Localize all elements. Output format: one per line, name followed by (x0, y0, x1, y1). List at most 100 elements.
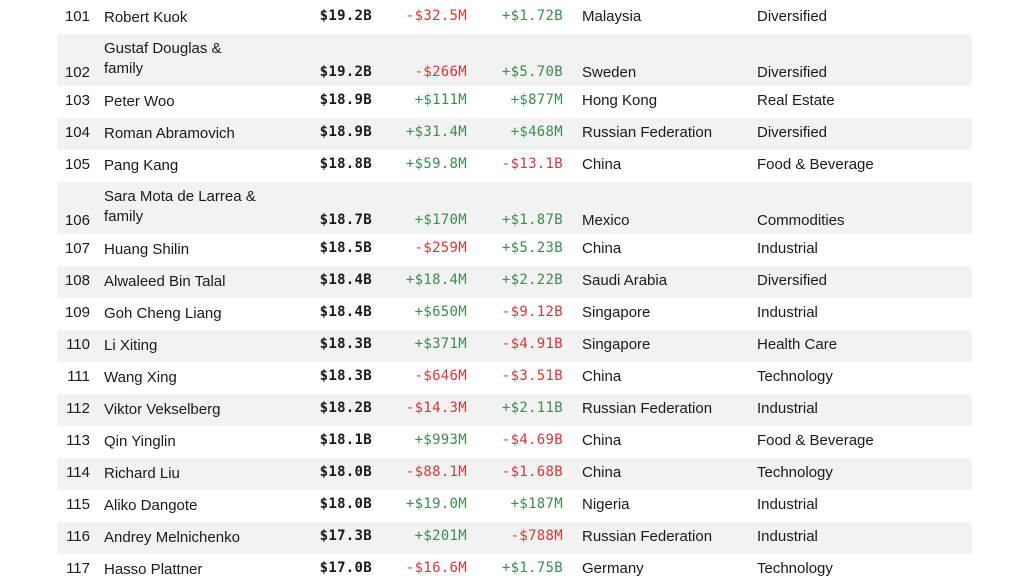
industry-cell: Technology (757, 464, 833, 481)
ytd-change-cell: -$4.69B (501, 432, 563, 448)
industry-cell: Industrial (757, 528, 818, 545)
country-cell: Malaysia (582, 8, 642, 25)
country-cell: Nigeria (582, 496, 630, 513)
name-cell: Alwaleed Bin Talal (104, 273, 226, 290)
table-row[interactable]: 106 Sara Mota de Larrea & family $18.7B +$1… (57, 182, 972, 234)
table-row[interactable]: 113 Qin Yinglin $18.1B +$993M -$4.69B China Fo… (57, 426, 972, 458)
table-row[interactable]: 109 Goh Cheng Liang $18.4B +$650M -$9.12B Sin… (57, 298, 972, 330)
net-worth-cell: $18.7B (319, 212, 372, 228)
country-cell: Russian Federation (582, 124, 713, 141)
industry-cell: Health Care (757, 336, 838, 353)
table-row[interactable]: 103 Peter Woo $18.9B +$111M +$877M Hong Kong R… (57, 86, 972, 118)
table-row[interactable]: 110 Li Xiting $18.3B +$371M -$4.91B Singapore… (57, 330, 972, 362)
industry-cell: Industrial (757, 240, 818, 257)
rank-cell: 116 (66, 528, 90, 545)
name-cell: Viktor Vekselberg (104, 401, 221, 418)
net-worth-cell: $18.4B (319, 304, 372, 320)
industry-cell: Diversified (757, 124, 828, 141)
last-change-cell: +$371M (414, 336, 467, 352)
table-row[interactable]: 116 Andrey Melnichenko $17.3B +$201M -$788M R… (57, 522, 972, 554)
rank-cell: 112 (66, 400, 90, 417)
industry-cell: Industrial (757, 400, 818, 417)
rank-cell: 103 (64, 92, 90, 109)
name-cell: Peter Woo (104, 93, 175, 110)
country-cell: Hong Kong (582, 92, 658, 109)
ytd-change-cell: +$2.22B (501, 272, 563, 288)
country-cell: Mexico (582, 212, 630, 229)
net-worth-cell: $18.9B (319, 92, 372, 108)
industry-cell: Food & Beverage (757, 432, 874, 449)
industry-cell: Technology (757, 560, 833, 577)
name-cell: Goh Cheng Liang (104, 305, 222, 322)
table-row[interactable]: 102 Gustaf Douglas & family $19.2B -$266M +$… (57, 34, 972, 86)
industry-cell: Commodities (757, 212, 845, 229)
last-change-cell: +$59.8M (405, 156, 467, 172)
table-row[interactable]: 101 Robert Kuok $19.2B -$32.5M +$1.72B Malays… (57, 2, 972, 34)
country-cell: Germany (582, 560, 644, 577)
name-cell: Aliko Dangote (104, 497, 198, 514)
rank-cell: 108 (64, 272, 90, 289)
net-worth-cell: $18.0B (319, 464, 372, 480)
table-row[interactable]: 107 Huang Shilin $18.5B -$259M +$5.23B China I… (57, 234, 972, 266)
ytd-change-cell: -$4.91B (501, 336, 563, 352)
ytd-change-cell: -$3.51B (501, 368, 563, 384)
ytd-change-cell: +$877M (510, 92, 563, 108)
ytd-change-cell: +$2.11B (501, 400, 563, 416)
country-cell: Sweden (582, 64, 637, 81)
industry-cell: Industrial (757, 496, 818, 513)
net-worth-cell: $17.3B (319, 528, 372, 544)
table-row[interactable]: 115 Aliko Dangote $18.0B +$19.0M +$187M Niger… (57, 490, 972, 522)
name-cell: Qin Yinglin (104, 433, 176, 450)
last-change-cell: -$259M (414, 240, 467, 256)
table-row[interactable]: 112 Viktor Vekselberg $18.2B -$14.3M +$2.11B… (57, 394, 972, 426)
country-cell: Singapore (582, 304, 651, 321)
last-change-cell: +$170M (414, 212, 467, 228)
net-worth-cell: $18.3B (319, 368, 372, 384)
rank-cell: 110 (66, 336, 90, 353)
rank-cell: 117 (66, 560, 90, 577)
country-cell: China (582, 432, 622, 449)
last-change-cell: +$18.4M (405, 272, 467, 288)
ytd-change-cell: -$1.68B (501, 464, 563, 480)
industry-cell: Diversified (757, 272, 828, 289)
industry-cell: Real Estate (757, 92, 835, 109)
name-cell: Robert Kuok (104, 9, 188, 26)
net-worth-cell: $19.2B (319, 64, 372, 80)
ytd-change-cell: +$1.72B (501, 8, 563, 24)
table-row[interactable]: 108 Alwaleed Bin Talal $18.4B +$18.4M +$2.22… (57, 266, 972, 298)
name-cell: Pang Kang (104, 157, 179, 174)
rank-cell: 104 (64, 124, 90, 141)
industry-cell: Food & Beverage (757, 156, 874, 173)
industry-cell: Technology (757, 368, 833, 385)
net-worth-cell: $17.0B (319, 560, 372, 576)
last-change-cell: -$32.5M (405, 8, 467, 24)
table-row[interactable]: 111 Wang Xing $18.3B -$646M -$3.51B China Tech… (57, 362, 972, 394)
country-cell: Russian Federation (582, 400, 713, 417)
net-worth-cell: $19.2B (319, 8, 372, 24)
table-row[interactable]: 117 Hasso Plattner $17.0B -$16.6M +$1.75B Ger… (57, 554, 972, 586)
table-row[interactable]: 105 Pang Kang $18.8B +$59.8M -$13.1B China Foo… (57, 150, 972, 182)
net-worth-cell: $18.3B (319, 336, 372, 352)
net-worth-cell: $18.8B (319, 156, 372, 172)
country-cell: China (582, 156, 622, 173)
ytd-change-cell: -$9.12B (501, 304, 563, 320)
name-cell: Gustaf Douglas & family (104, 40, 222, 77)
rank-cell: 105 (64, 156, 90, 173)
rank-cell: 101 (64, 8, 90, 25)
last-change-cell: -$646M (414, 368, 467, 384)
last-change-cell: -$88.1M (405, 464, 467, 480)
rank-cell: 115 (66, 496, 90, 513)
table-row[interactable]: 114 Richard Liu $18.0B -$88.1M -$1.68B China T… (57, 458, 972, 490)
last-change-cell: +$31.4M (405, 124, 467, 140)
net-worth-cell: $18.2B (319, 400, 372, 416)
rank-cell: 113 (66, 432, 90, 449)
name-cell: Andrey Melnichenko (104, 529, 240, 546)
last-change-cell: +$111M (414, 92, 467, 108)
name-cell: Sara Mota de Larrea & family (104, 188, 256, 225)
name-cell: Hasso Plattner (104, 561, 203, 578)
ytd-change-cell: -$788M (510, 528, 563, 544)
last-change-cell: +$201M (414, 528, 467, 544)
rank-cell: 106 (64, 212, 90, 229)
industry-cell: Diversified (757, 8, 828, 25)
table-row[interactable]: 104 Roman Abramovich $18.9B +$31.4M +$468M Ru… (57, 118, 972, 150)
